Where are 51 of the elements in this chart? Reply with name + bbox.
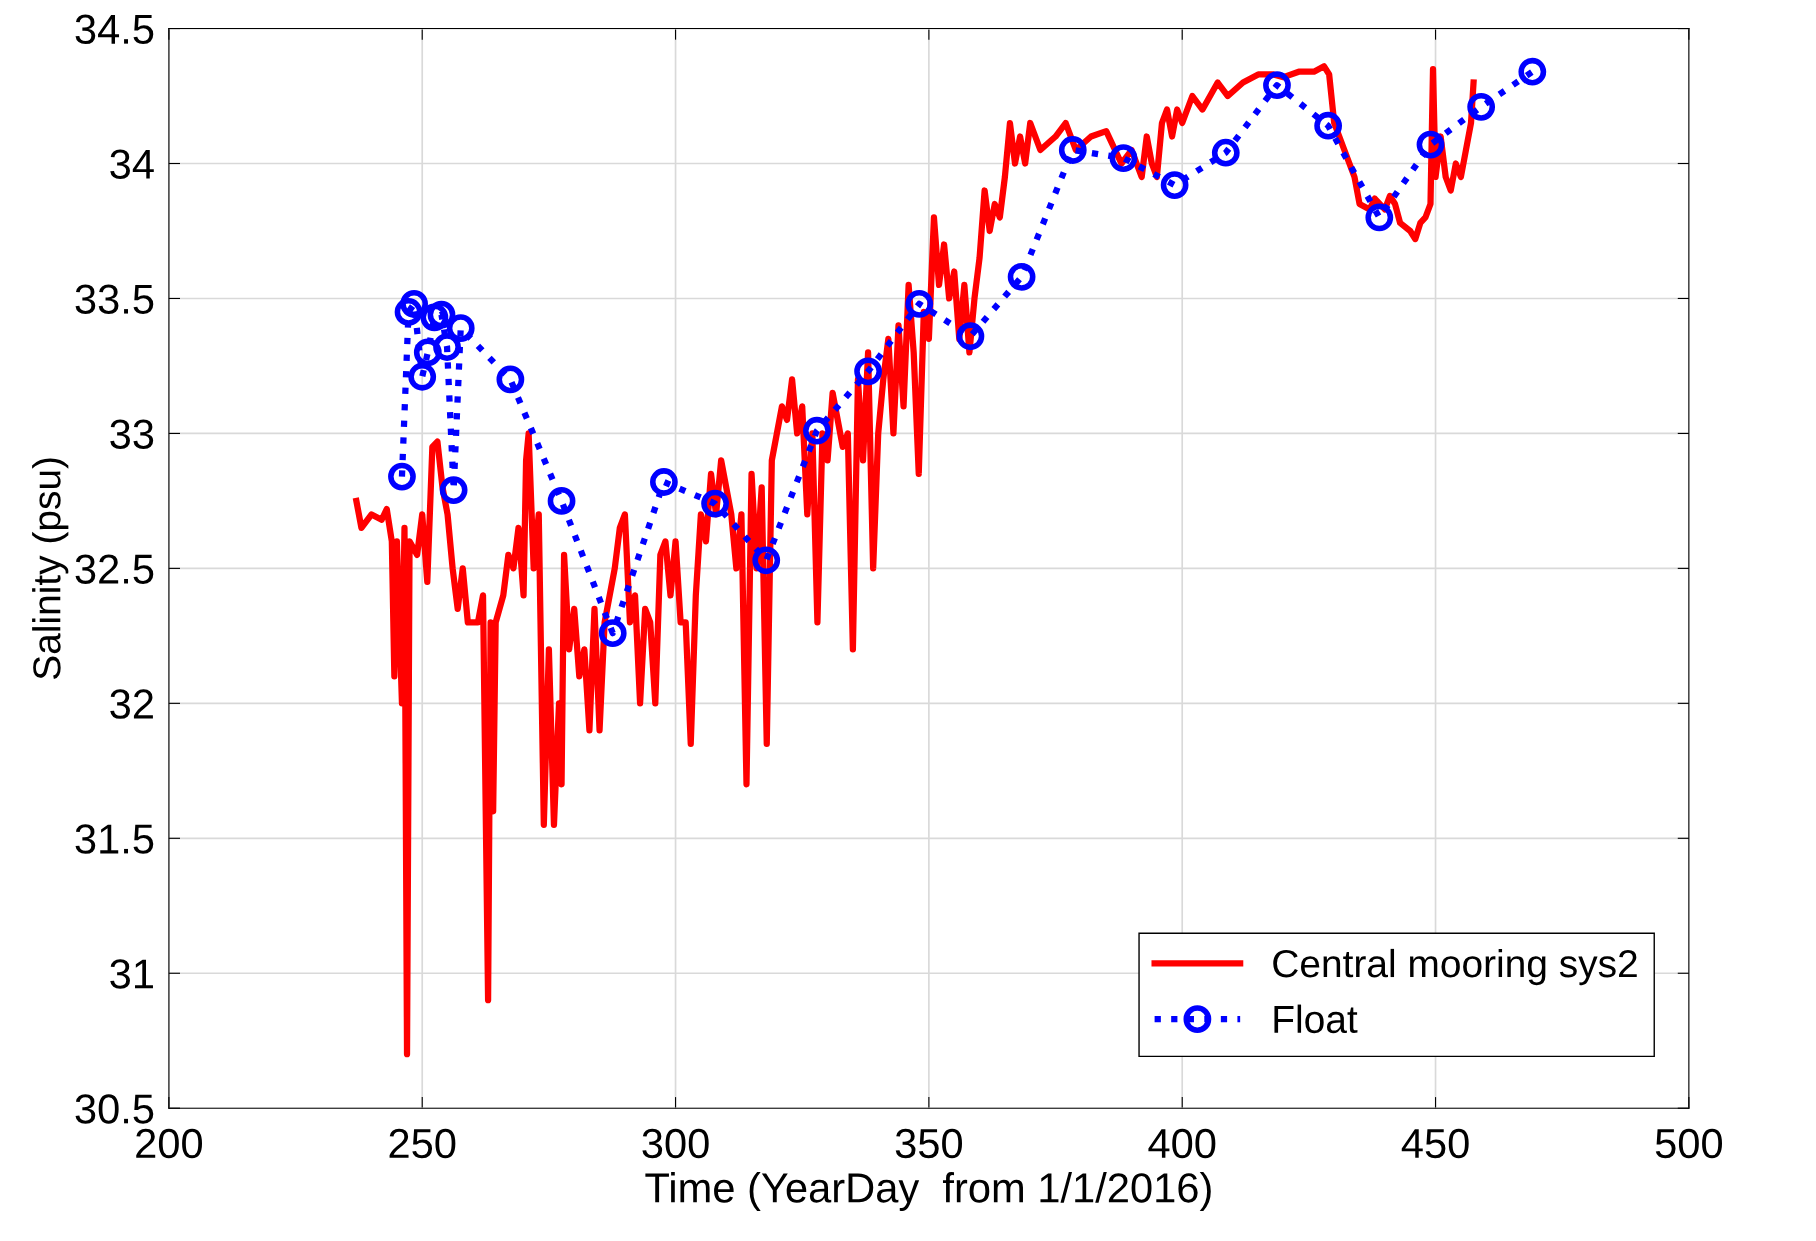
y-tick-label: 31.5 — [75, 824, 154, 854]
legend-label: Central mooring sys2 — [1273, 948, 1637, 986]
x-tick-label: 500 — [1655, 1128, 1723, 1159]
point — [1365, 203, 1394, 232]
y-tick-label: 31 — [110, 959, 153, 989]
point — [496, 365, 525, 394]
y-tick-label: 34.5 — [75, 14, 154, 45]
legend-label: Float — [1274, 1004, 1358, 1034]
point — [1058, 136, 1087, 164]
y-tick-label: 32 — [110, 689, 153, 719]
point — [1007, 262, 1036, 291]
point — [1518, 57, 1547, 86]
point — [446, 314, 475, 343]
point — [547, 487, 576, 515]
point — [1314, 111, 1343, 140]
point — [803, 416, 831, 445]
point — [854, 357, 882, 386]
point — [701, 489, 729, 518]
point — [650, 468, 678, 496]
point — [413, 338, 442, 367]
point — [439, 476, 468, 504]
x-tick-label: 250 — [389, 1128, 456, 1159]
point — [752, 546, 781, 575]
point — [1467, 92, 1496, 121]
point — [1416, 130, 1445, 159]
point — [388, 462, 416, 491]
point — [598, 619, 627, 648]
point — [1160, 171, 1189, 199]
point — [1263, 71, 1291, 100]
point — [394, 298, 423, 326]
x-tick-label: 300 — [642, 1128, 709, 1159]
y-tick-label: 30.5 — [75, 1094, 154, 1124]
point — [1211, 138, 1240, 167]
point — [427, 300, 456, 329]
y-tick-label: 33 — [110, 419, 154, 449]
y-tick-label: 33.5 — [75, 284, 154, 314]
x-tick-label: 400 — [1148, 1128, 1216, 1159]
y-axis-title: Salinity (psu) — [32, 458, 69, 679]
x-tick-label: 200 — [136, 1128, 203, 1159]
x-tick-label: 350 — [895, 1128, 963, 1159]
point — [1109, 144, 1138, 172]
point — [905, 289, 934, 318]
point — [956, 322, 985, 351]
y-tick-label: 32.5 — [75, 554, 154, 584]
point — [408, 362, 437, 391]
x-tick-label: 450 — [1401, 1128, 1469, 1159]
point — [433, 333, 461, 361]
point — [420, 303, 449, 332]
x-axis-title: Time (YearDay from 1/1/2016) — [645, 1172, 1211, 1211]
point — [400, 289, 428, 318]
y-tick-label: 34 — [110, 149, 154, 180]
